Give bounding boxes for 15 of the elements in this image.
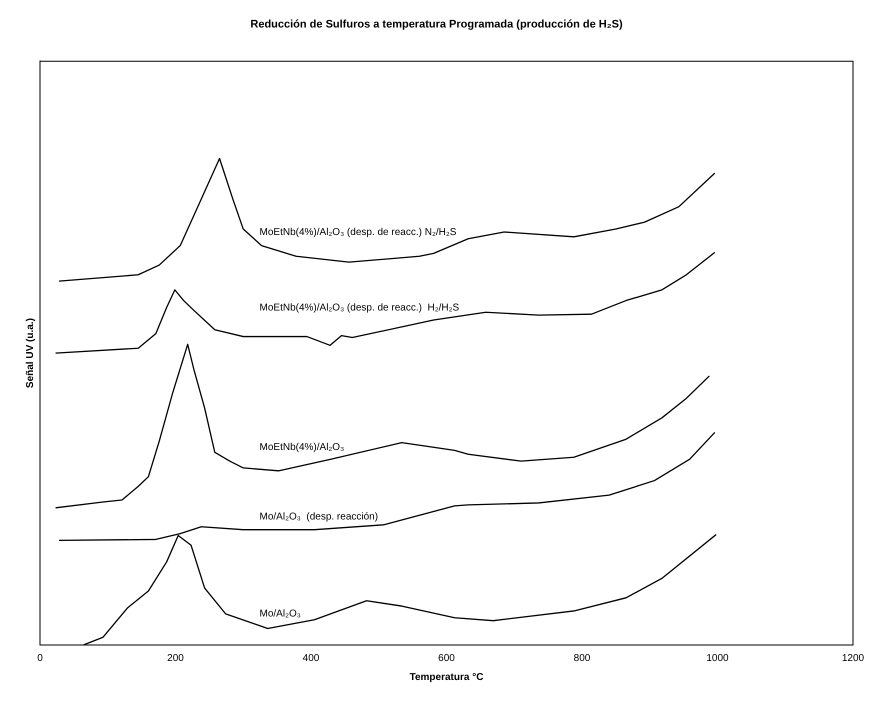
x-tick-label: 1200 [842, 652, 865, 664]
series-label: MoEtNb(4%)/Al₂O₃ (desp. de reacc.) H₂/H₂S [260, 302, 460, 314]
series-label: Mo/Al₂O₃ [260, 608, 301, 620]
x-tick-label: 800 [574, 652, 591, 664]
x-tick-label: 1000 [706, 652, 730, 664]
series-label: Mo/Al₂O₃ (desp. reacción) [260, 512, 378, 523]
x-tick-label: 400 [302, 652, 320, 664]
chart-title: Reducción de Sulfuros a temperatura Programada (producción de H₂S) [250, 18, 623, 31]
series-label: MoEtNb(4%)/Al₂O₃ [260, 442, 344, 454]
series-label: MoEtNb(4%)/Al₂O₃ (desp. de reacc.) N₂/H₂S [260, 226, 457, 238]
x-tick-label: 200 [167, 652, 184, 664]
y-axis-title: Señal UV (u.a.) [24, 318, 36, 388]
x-tick-label: 600 [438, 652, 456, 664]
x-axis-title: Temperatura °C [410, 672, 484, 683]
x-tick-label: 0 [37, 652, 44, 664]
